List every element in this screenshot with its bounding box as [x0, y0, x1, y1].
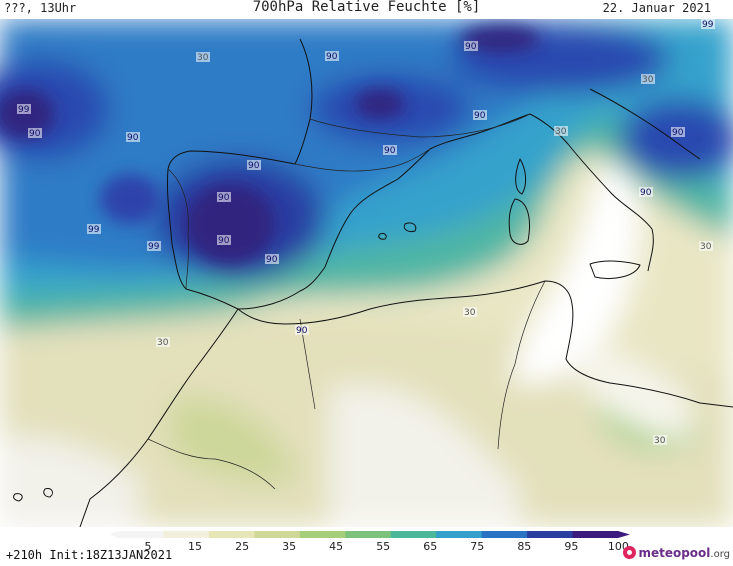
isoline-label: 90	[474, 111, 486, 121]
isoline-label-bg	[473, 110, 487, 120]
isoline-label: 90	[218, 236, 230, 246]
isoline-label-bg	[28, 128, 42, 138]
isoline-label: 99	[18, 105, 30, 115]
isoline-label-bg	[126, 132, 140, 142]
isoline-label-bg	[247, 160, 261, 170]
scale-swatch	[163, 531, 210, 538]
scale-swatch	[390, 531, 437, 538]
scale-tick-label: 15	[188, 540, 202, 553]
coastlines	[13, 38, 733, 527]
isoline-label: 99	[702, 20, 714, 30]
isoline-label-bg	[463, 307, 477, 317]
scale-swatch	[208, 531, 255, 538]
isoline-label-bg	[464, 41, 478, 51]
scale-swatch	[254, 531, 301, 538]
scale-tick-label: 35	[282, 540, 296, 553]
scale-swatch	[345, 531, 392, 538]
brand-tld: .org	[710, 549, 730, 560]
isoline-label: 90	[266, 255, 278, 265]
isoline-label: 30	[654, 436, 666, 446]
isoline-label-bg	[325, 51, 339, 61]
isoline-label-bg	[699, 241, 713, 251]
valid-date: 22. Januar 2021	[602, 1, 711, 15]
isoline-label: 30	[464, 308, 476, 318]
isoline-label: 30	[642, 75, 654, 85]
valid-time-label: ???, 13Uhr	[4, 1, 77, 15]
scale-tick-label: 75	[470, 540, 484, 553]
scale-swatch	[299, 531, 346, 538]
humidity-map: 30 90 90 99 90 90 90 90 90 99 99 90 90 90 30 90 99 90 30 90…	[0, 19, 733, 527]
scale-tick-label: 65	[423, 540, 437, 553]
scale-arrow-right	[618, 531, 630, 538]
meteopool-logo[interactable]: meteopool.org	[623, 546, 730, 560]
isoline-label: 30	[197, 53, 209, 63]
isoline-label-bg	[17, 104, 31, 114]
run-info: +210h Init:18Z13JAN2021	[6, 548, 173, 562]
color-scale: 5 15 25 35 45 55 65 75 85 95 100	[110, 531, 630, 553]
country-borders	[147, 113, 546, 490]
isoline-label: 30	[555, 127, 567, 137]
isoline-label-bg	[554, 126, 568, 136]
humidity-core	[0, 25, 540, 264]
scale-arrow-left	[110, 531, 118, 538]
isoline-label: 90	[465, 42, 477, 52]
isoline-label-bg	[639, 187, 653, 197]
isoline-labels: 30 90 90 99 90 90 90 90 90 99 99 90 90 90 30 90 99 90 30 90…	[17, 19, 715, 446]
isoline-label: 90	[248, 161, 260, 171]
isoline-label-bg	[641, 74, 655, 84]
scale-swatch	[527, 531, 574, 538]
isoline-label: 30	[700, 242, 712, 252]
scale-tick-label: 85	[517, 540, 531, 553]
scale-tick-label: 25	[235, 540, 249, 553]
scale-tick-label: 95	[564, 540, 578, 553]
isoline-label-bg	[295, 325, 309, 335]
isoline-label: 90	[384, 146, 396, 156]
scale-swatch	[481, 531, 528, 538]
scale-tick-label: 5	[145, 540, 152, 553]
isoline-label-bg	[671, 127, 685, 137]
isoline-label: 90	[672, 128, 684, 138]
isoline-label-bg	[653, 435, 667, 445]
isoline-label: 99	[148, 242, 160, 252]
isoline-label-bg	[147, 241, 161, 251]
header-bar	[0, 0, 733, 19]
scale-swatch	[118, 531, 164, 538]
scale-swatch	[436, 531, 483, 538]
isoline-label: 90	[127, 133, 139, 143]
isoline-label-bg	[87, 224, 101, 234]
chart-title: 700hPa Relative Feuchte [%]	[252, 0, 481, 15]
scale-tick-label: 55	[376, 540, 390, 553]
isoline-label: 90	[640, 188, 652, 198]
isoline-label-bg	[383, 145, 397, 155]
isoline-label-bg	[217, 235, 231, 245]
isoline-label: 90	[218, 193, 230, 203]
isoline-label: 90	[296, 326, 308, 336]
isoline-label: 90	[326, 52, 338, 62]
isoline-label-bg	[156, 337, 170, 347]
isoline-label-bg	[217, 192, 231, 202]
isoline-label: 30	[157, 338, 169, 348]
isoline-label-bg	[196, 52, 210, 62]
isoline-label-bg	[701, 19, 715, 29]
isoline-label-bg	[265, 254, 279, 264]
isoline-label: 99	[88, 225, 100, 235]
brand-icon	[623, 546, 637, 559]
scale-tick-label: 45	[329, 540, 343, 553]
brand-name: meteopool	[638, 546, 711, 560]
isoline-label: 90	[29, 129, 41, 139]
scale-swatch	[572, 531, 619, 538]
